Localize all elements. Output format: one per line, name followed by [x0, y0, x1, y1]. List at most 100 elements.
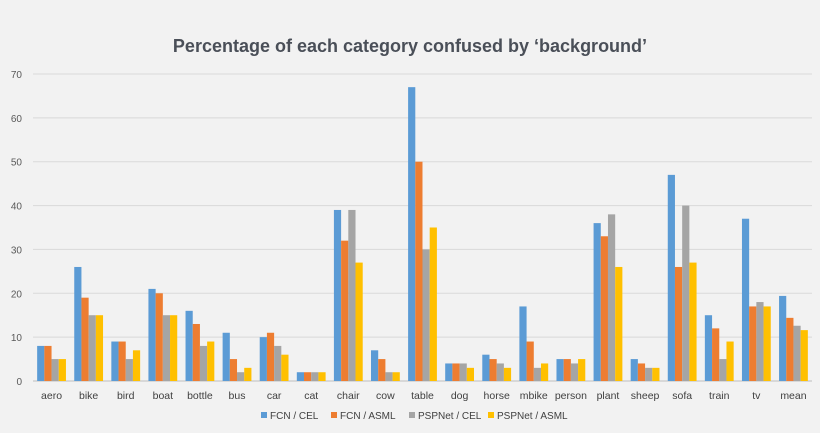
legend-swatch — [261, 412, 267, 418]
bar — [185, 310, 193, 381]
bar — [630, 359, 638, 381]
bar — [793, 325, 801, 381]
y-tick-label: 70 — [11, 70, 23, 81]
x-tick-label: aero — [41, 390, 62, 402]
bar — [74, 266, 82, 381]
bar — [281, 354, 289, 381]
bar — [385, 372, 393, 381]
bar — [125, 359, 133, 381]
bar — [192, 323, 200, 381]
x-tick-label: cow — [376, 390, 395, 402]
bar — [37, 345, 45, 381]
bar — [466, 367, 474, 381]
bar — [148, 288, 156, 381]
bar — [408, 87, 416, 382]
bar — [199, 345, 208, 381]
y-tick-label: 60 — [11, 114, 23, 125]
bar — [496, 363, 504, 381]
bar — [741, 218, 750, 381]
bar — [132, 350, 141, 381]
bar — [779, 295, 787, 381]
legend-label: FCN / ASML — [340, 411, 396, 422]
bar — [371, 350, 379, 381]
y-tick-label: 20 — [11, 289, 23, 300]
legend-label: FCN / CEL — [270, 411, 319, 422]
bar — [749, 306, 757, 381]
bar — [311, 372, 319, 381]
y-tick-label: 0 — [16, 377, 22, 388]
y-tick-label: 30 — [11, 245, 23, 256]
bar — [81, 297, 89, 381]
bar — [645, 367, 653, 381]
bar — [378, 359, 386, 381]
bar — [445, 363, 453, 381]
bar — [244, 367, 252, 381]
bar — [88, 315, 96, 381]
bar — [392, 372, 400, 381]
x-tick-label: bike — [79, 390, 98, 402]
bar — [533, 367, 541, 381]
bar — [786, 317, 794, 381]
bar — [570, 363, 579, 381]
bar — [563, 359, 571, 381]
bar — [607, 214, 616, 381]
bar — [600, 236, 608, 381]
y-tick-label: 40 — [11, 202, 23, 213]
bar — [422, 249, 430, 381]
bar — [459, 363, 467, 381]
bar — [763, 306, 771, 381]
bar — [452, 363, 460, 381]
bar — [170, 315, 178, 381]
bar — [800, 330, 808, 381]
bar — [111, 341, 119, 381]
x-tick-label: boat — [153, 390, 174, 402]
bar — [704, 315, 713, 381]
bar — [222, 332, 230, 381]
legend-swatch — [409, 412, 415, 418]
y-tick-label: 50 — [11, 158, 23, 169]
bar — [266, 332, 275, 381]
bar — [51, 359, 59, 381]
x-tick-label: chair — [337, 390, 360, 402]
bar — [556, 359, 564, 381]
bar — [58, 359, 66, 381]
bar — [652, 367, 660, 381]
bar — [333, 209, 342, 381]
bar — [667, 174, 675, 381]
bar — [207, 341, 215, 381]
x-tick-label: mean — [780, 390, 806, 402]
bar — [155, 293, 163, 381]
bar — [682, 205, 690, 381]
x-tick-label: dog — [451, 390, 469, 402]
bar — [162, 315, 171, 381]
x-tick-label: bird — [117, 390, 135, 402]
bar — [44, 345, 52, 381]
bar — [296, 372, 305, 381]
bar — [756, 302, 764, 381]
legend-swatch — [488, 412, 494, 418]
x-tick-label: bus — [229, 390, 246, 402]
bar — [689, 262, 697, 381]
chart-title: Percentage of each category confused by … — [172, 36, 648, 56]
x-tick-label: horse — [484, 390, 510, 402]
x-tick-label: cat — [304, 390, 318, 402]
x-tick-label: tv — [752, 390, 761, 402]
bar — [526, 341, 534, 381]
bar — [578, 359, 586, 381]
bar — [237, 372, 245, 381]
y-tick-label: 10 — [11, 333, 23, 344]
bar — [429, 227, 437, 381]
bar — [341, 240, 349, 381]
x-tick-label: table — [411, 390, 434, 402]
bar — [482, 354, 490, 381]
bar — [540, 363, 549, 381]
legend-swatch — [331, 412, 337, 418]
bar — [259, 337, 267, 381]
x-tick-label: plant — [597, 390, 620, 402]
x-tick-label: car — [267, 390, 282, 402]
bar — [593, 223, 601, 381]
x-tick-label: bottle — [187, 390, 213, 402]
bar — [118, 341, 126, 381]
